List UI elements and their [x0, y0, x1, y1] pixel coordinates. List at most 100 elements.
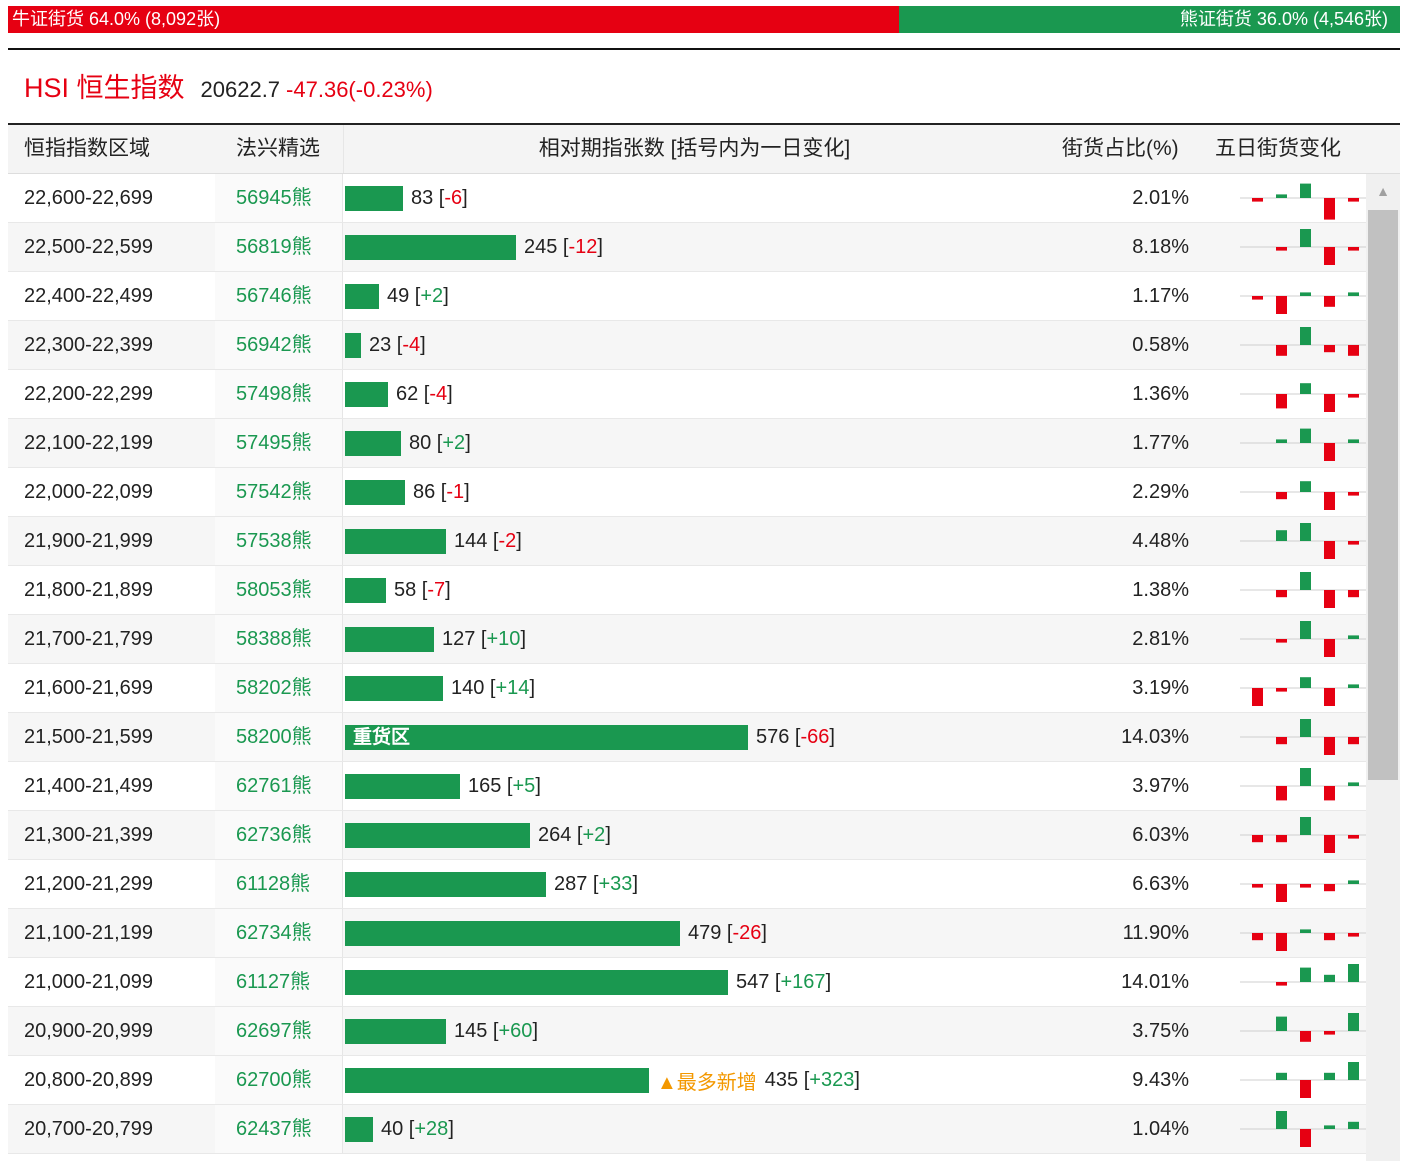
- table-row[interactable]: 20,800-20,899 62700熊 ▲最多新增 435 [+323] 9.43%: [8, 1056, 1366, 1105]
- table-row[interactable]: 21,600-21,699 58202熊 140 [+14] 3.19%: [8, 664, 1366, 713]
- share-percentage: 1.38%: [1132, 578, 1189, 601]
- contracts-bar: [345, 1116, 373, 1142]
- warrant-code-link[interactable]: 62736熊: [215, 811, 343, 859]
- contracts-bar: [345, 626, 434, 652]
- table-row[interactable]: 21,900-21,999 57538熊 144 [-2] 4.48%: [8, 517, 1366, 566]
- warrant-code-link[interactable]: 62700熊: [215, 1056, 343, 1104]
- five-day-sparkline: [1205, 811, 1366, 859]
- sparkline-svg: [1240, 621, 1366, 657]
- sparkline-bar: [1348, 590, 1359, 598]
- warrant-code-link[interactable]: 58388熊: [215, 615, 343, 663]
- warrant-code-link[interactable]: 56819熊: [215, 223, 343, 271]
- sparkline-bar: [1276, 530, 1287, 541]
- table-row[interactable]: 22,100-22,199 57495熊 80 [+2] 1.77%: [8, 419, 1366, 468]
- table-row[interactable]: 22,000-22,099 57542熊 86 [-1] 2.29%: [8, 468, 1366, 517]
- most-added-note: ▲最多新增: [657, 1071, 757, 1094]
- table-row[interactable]: 22,200-22,299 57498熊 62 [-4] 1.36%: [8, 370, 1366, 419]
- contracts-daily-change: +2: [442, 431, 466, 454]
- table-row[interactable]: 21,500-21,599 58200熊 重货区 576 [-66] 14.03%: [8, 713, 1366, 762]
- contracts-bar-cell: 40 [+28]: [343, 1105, 1045, 1153]
- sparkline-bar: [1300, 428, 1311, 443]
- warrant-code-link[interactable]: 57542熊: [215, 468, 343, 516]
- index-price: 20622.7: [200, 77, 281, 102]
- share-percentage: 4.48%: [1132, 529, 1189, 552]
- sparkline-bar: [1276, 590, 1287, 598]
- scroll-up-arrow-icon[interactable]: ▲: [1376, 183, 1390, 199]
- table-row[interactable]: 22,300-22,399 56942熊 23 [-4] 0.58%: [8, 321, 1366, 370]
- table-row[interactable]: 21,800-21,899 58053熊 58 [-7] 1.38%: [8, 566, 1366, 615]
- table-row[interactable]: 22,400-22,499 56746熊 49 [+2] 1.17%: [8, 272, 1366, 321]
- table-row[interactable]: 21,000-21,099 61127熊 547 [+167] 14.01%: [8, 958, 1366, 1007]
- index-range: 21,400-21,499: [24, 775, 154, 797]
- table-row[interactable]: 21,300-21,399 62736熊 264 [+2] 6.03%: [8, 811, 1366, 860]
- table-row[interactable]: 21,400-21,499 62761熊 165 [+5] 3.97%: [8, 762, 1366, 811]
- table-row[interactable]: 21,200-21,299 61128熊 287 [+33] 6.63%: [8, 860, 1366, 909]
- table-row[interactable]: 22,600-22,699 56945熊 83 [-6] 2.01%: [8, 174, 1366, 223]
- contracts-bar-cell: 165 [+5]: [343, 762, 1045, 810]
- table-row[interactable]: 20,900-20,999 62697熊 145 [+60] 3.75%: [8, 1007, 1366, 1056]
- header-five-day-change[interactable]: 五日街货变化: [1215, 137, 1341, 160]
- contracts-value: 479 [-26]: [688, 921, 767, 944]
- table-row[interactable]: 21,700-21,799 58388熊 127 [+10] 2.81%: [8, 615, 1366, 664]
- contracts-bar-cell: 144 [-2]: [343, 517, 1045, 565]
- sparkline-bar: [1348, 737, 1359, 745]
- header-share-pct[interactable]: 街货占比(%): [1062, 137, 1179, 160]
- share-percentage: 1.36%: [1132, 382, 1189, 405]
- header-selection[interactable]: 法兴精选: [236, 137, 320, 160]
- five-day-sparkline: [1205, 321, 1366, 369]
- table-row[interactable]: 20,700-20,799 62437熊 40 [+28] 1.04%: [8, 1105, 1366, 1154]
- warrant-code-link[interactable]: 62761熊: [215, 762, 343, 810]
- vertical-scrollbar[interactable]: ▲: [1366, 174, 1400, 1161]
- warrant-code-link[interactable]: 57498熊: [215, 370, 343, 418]
- share-percentage: 2.01%: [1132, 186, 1189, 209]
- five-day-sparkline: [1205, 1105, 1366, 1153]
- share-percentage: 9.43%: [1132, 1068, 1189, 1091]
- sparkline-bar: [1324, 590, 1335, 608]
- sparkline-bar: [1348, 880, 1359, 884]
- sparkline-bar: [1300, 967, 1311, 982]
- contracts-value: 435 [+323]: [764, 1068, 860, 1091]
- sparkline-bar: [1300, 229, 1311, 247]
- warrant-code-link[interactable]: 56945熊: [215, 174, 343, 222]
- share-percentage: 1.04%: [1132, 1117, 1189, 1140]
- contracts-value: 245 [-12]: [524, 235, 603, 258]
- warrant-code-link[interactable]: 57538熊: [215, 517, 343, 565]
- warrant-code-link[interactable]: 57495熊: [215, 419, 343, 467]
- warrant-code-link[interactable]: 58200熊: [215, 713, 343, 761]
- warrant-code-link[interactable]: 62437熊: [215, 1105, 343, 1153]
- warrant-code-link[interactable]: 58053熊: [215, 566, 343, 614]
- sparkline-svg: [1240, 817, 1366, 853]
- table-row[interactable]: 22,500-22,599 56819熊 245 [-12] 8.18%: [8, 223, 1366, 272]
- contracts-daily-change: -1: [446, 480, 465, 503]
- contracts-daily-change: +5: [512, 774, 536, 797]
- warrant-code-link[interactable]: 61127熊: [215, 958, 343, 1006]
- index-range: 22,000-22,099: [24, 481, 154, 503]
- contracts-value: 86 [-1]: [413, 480, 470, 503]
- scroll-thumb[interactable]: [1368, 210, 1398, 780]
- sparkline-svg: [1240, 880, 1366, 902]
- five-day-sparkline: [1205, 762, 1366, 810]
- sparkline-bar: [1252, 198, 1263, 202]
- warrant-code-link[interactable]: 56942熊: [215, 321, 343, 369]
- header-contracts[interactable]: 相对期指张数 [括号内为一日变化]: [343, 125, 1045, 173]
- five-day-sparkline: [1205, 517, 1366, 565]
- sparkline-bar: [1324, 247, 1335, 265]
- warrant-code-link[interactable]: 62734熊: [215, 909, 343, 957]
- table-body: 22,600-22,699 56945熊 83 [-6] 2.01% 22,500-22…: [8, 174, 1366, 1154]
- contracts-value: 49 [+2]: [387, 284, 449, 307]
- header-index-range[interactable]: 恒指指数区域: [24, 137, 150, 160]
- contracts-count: 245: [524, 235, 558, 258]
- contracts-count: 127: [442, 627, 476, 650]
- share-percentage: 2.81%: [1132, 627, 1189, 650]
- sparkline-bar: [1276, 345, 1287, 356]
- warrant-code-link[interactable]: 56746熊: [215, 272, 343, 320]
- sparkline-svg: [1240, 523, 1366, 559]
- sparkline-svg: [1240, 768, 1366, 801]
- contracts-bar: [345, 822, 530, 848]
- table-header: 恒指指数区域 法兴精选 相对期指张数 [括号内为一日变化] 街货占比(%) 五日…: [8, 125, 1400, 174]
- table-row[interactable]: 21,100-21,199 62734熊 479 [-26] 11.90%: [8, 909, 1366, 958]
- warrant-code-link[interactable]: 61128熊: [215, 860, 343, 908]
- warrant-code-link[interactable]: 62697熊: [215, 1007, 343, 1055]
- warrant-code-link[interactable]: 58202熊: [215, 664, 343, 712]
- five-day-sparkline: [1205, 1007, 1366, 1055]
